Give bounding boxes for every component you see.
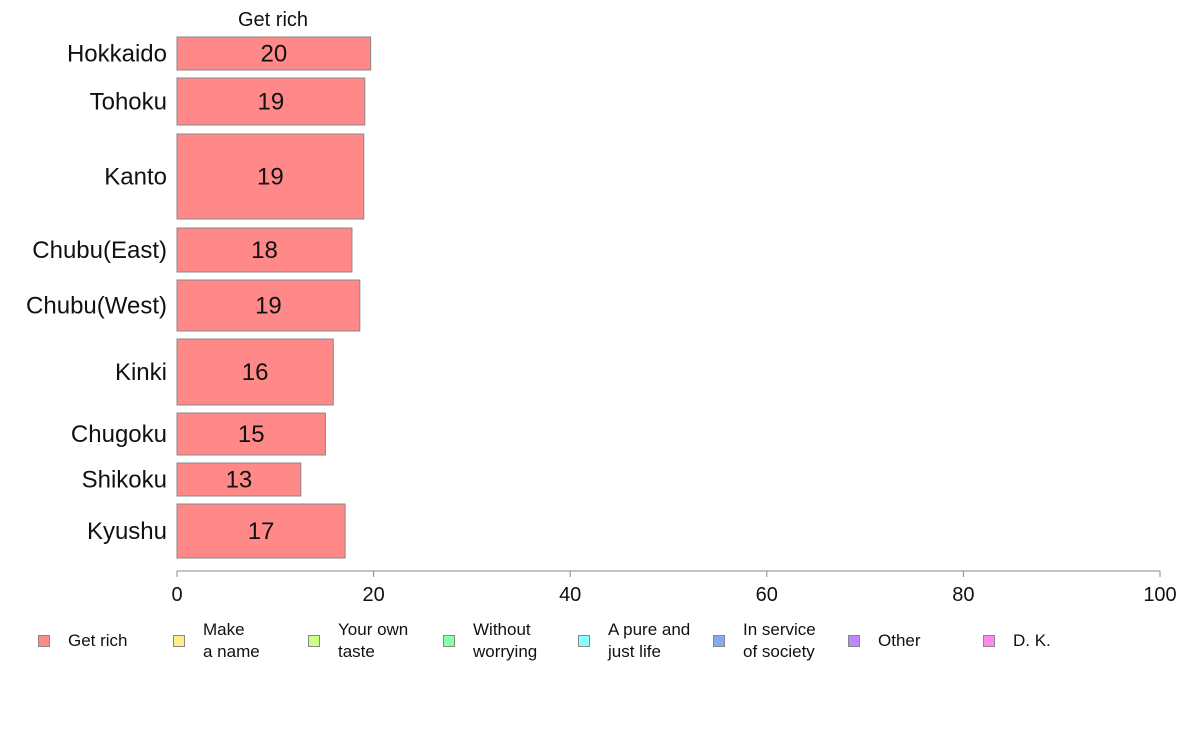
category-label-chubu-west: Chubu(West) <box>26 293 167 320</box>
legend-swatch <box>713 635 725 647</box>
data-label-kyushu: 17 <box>248 518 275 545</box>
x-tick-label-100: 100 <box>1143 584 1176 606</box>
legend-label: Get rich <box>68 631 128 650</box>
legend-swatch <box>38 635 50 647</box>
data-label-hokkaido: 20 <box>260 41 287 68</box>
x-tick-label-80: 80 <box>952 584 974 606</box>
legend-swatch <box>848 635 860 647</box>
legend-item-in-service-of-society: In service of society <box>713 618 816 664</box>
category-label-kanto: Kanto <box>104 164 167 191</box>
legend-item-other: Other <box>848 618 921 664</box>
x-tick-label-20: 20 <box>362 584 384 606</box>
data-label-kinki: 16 <box>242 359 269 386</box>
bar-chubu-west <box>176 279 361 332</box>
bar-kanto <box>176 133 365 220</box>
legend: Get rich Make a name Your own taste Without… <box>38 618 1178 668</box>
legend-swatch <box>173 635 185 647</box>
bar-kyushu <box>176 503 346 559</box>
x-tick-label-60: 60 <box>756 584 778 606</box>
category-label-tohoku: Tohoku <box>90 89 167 116</box>
legend-label: Other <box>878 631 921 650</box>
category-label-chubu-east: Chubu(East) <box>32 237 167 264</box>
legend-swatch <box>443 635 455 647</box>
x-tick-label-40: 40 <box>559 584 581 606</box>
x-axis: 0 20 40 60 80 100 <box>171 570 1177 606</box>
category-label-hokkaido: Hokkaido <box>67 41 167 68</box>
bar-chubu-east <box>176 227 353 273</box>
bar-shikoku <box>176 462 302 497</box>
data-label-tohoku: 19 <box>258 89 285 116</box>
bar-tohoku <box>176 77 366 126</box>
category-label-kyushu: Kyushu <box>87 518 167 545</box>
bar-chart: Get rich Hokkaido 20 Tohoku 19 Kanto 19 Chubu(… <box>26 9 1177 606</box>
legend-item-without-worrying: Without worrying <box>443 618 537 664</box>
bar-kinki <box>176 338 334 406</box>
bar-hokkaido <box>176 36 372 71</box>
bar-chugoku <box>176 412 326 456</box>
legend-item-a-pure-and-just-life: A pure and just life <box>578 618 690 664</box>
legend-item-d-k: D. K. <box>983 618 1051 664</box>
legend-label: Make a name <box>203 620 260 661</box>
data-label-chubu-west: 19 <box>255 293 282 320</box>
bars-group: Hokkaido 20 Tohoku 19 Kanto 19 Chubu(East) 18 Ch… <box>26 36 372 559</box>
data-label-chugoku: 15 <box>238 421 265 448</box>
series-title: Get rich <box>238 9 308 31</box>
legend-label: Without worrying <box>473 620 538 661</box>
legend-item-your-own-taste: Your own taste <box>308 618 408 664</box>
data-label-shikoku: 13 <box>226 467 253 494</box>
legend-swatch <box>308 635 320 647</box>
legend-item-get-rich: Get rich <box>38 618 128 664</box>
legend-label: D. K. <box>1013 631 1051 650</box>
category-label-shikoku: Shikoku <box>82 467 167 494</box>
legend-label: Your own taste <box>338 620 409 661</box>
legend-item-make-a-name: Make a name <box>173 618 260 664</box>
x-tick-label-0: 0 <box>171 584 182 606</box>
legend-swatch <box>578 635 590 647</box>
data-label-chubu-east: 18 <box>251 237 278 264</box>
legend-label: In service of society <box>743 620 816 661</box>
category-label-chugoku: Chugoku <box>71 421 167 448</box>
legend-swatch <box>983 635 995 647</box>
category-label-kinki: Kinki <box>115 359 167 386</box>
legend-label: A pure and just life <box>608 620 691 661</box>
data-label-kanto: 19 <box>257 164 284 191</box>
